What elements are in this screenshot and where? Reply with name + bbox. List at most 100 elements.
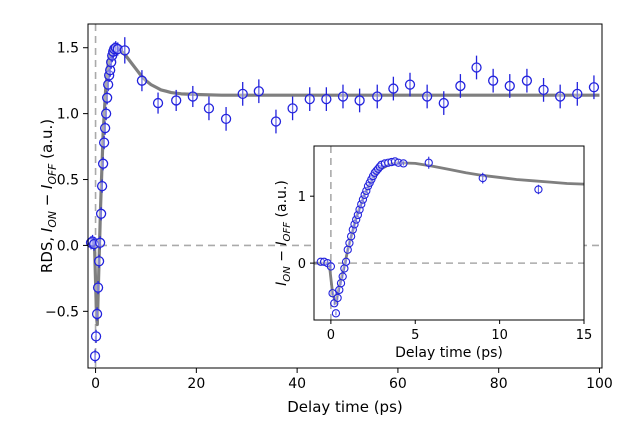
main-data-point <box>220 113 232 125</box>
inset-y-axis-title: ION − IOFF (a.u.) <box>274 180 293 286</box>
main-y-axis-title-part: ON <box>46 211 59 228</box>
main-data-point <box>203 103 215 114</box>
main-data-point <box>287 103 298 114</box>
main-y-axis-title-part: OFF <box>46 163 59 185</box>
inset-data-point <box>341 257 351 266</box>
main-data-point <box>572 88 583 100</box>
main-data-point <box>90 331 102 342</box>
main-data-point <box>95 208 107 219</box>
inset-y-axis-title-part: ON <box>282 266 293 282</box>
main-data-point <box>103 79 114 90</box>
inset-data-point <box>352 215 361 224</box>
main-data-point <box>171 95 182 106</box>
inset-fit-curve <box>314 161 585 305</box>
inset-y-axis-title-part: OFF <box>282 222 293 242</box>
inset-data-point <box>328 289 337 298</box>
main-data-point <box>94 237 106 248</box>
inset-data-point <box>358 195 368 204</box>
inset-data-point <box>534 185 543 194</box>
main-data-point <box>270 116 282 127</box>
main-data-point <box>89 350 101 362</box>
main-data-point <box>588 82 600 93</box>
inset-y-axis-title-part: I <box>274 241 290 245</box>
main-x-tick-label: 100 <box>586 376 613 392</box>
inset-y-axis-title-part: (a.u.) <box>274 180 290 222</box>
main-y-axis-title-part: RDS, <box>38 232 56 273</box>
inset-data-point <box>357 200 366 209</box>
main-x-tick-label: 0 <box>91 376 100 392</box>
main-data-point <box>100 108 112 119</box>
main-data-point <box>404 79 416 90</box>
main-data-point <box>504 80 515 92</box>
inset-data-point <box>345 238 354 248</box>
main-data-point <box>119 45 130 56</box>
main-axes-frame <box>87 23 603 369</box>
inset-y-axis-title-part: − <box>274 246 290 267</box>
main-data-point <box>471 62 482 73</box>
main-data-point <box>93 256 105 267</box>
main-data-point <box>372 91 383 102</box>
main-y-axis-title-part: (a.u.) <box>38 119 56 164</box>
main-y-tick-label: 1.0 <box>57 107 79 123</box>
inset-data-point <box>336 279 346 288</box>
main-y-tick-label: 0.5 <box>57 173 79 189</box>
inset-x-tick-label: 15 <box>576 328 593 343</box>
main-y-axis-title: RDS, ION − IOFF (a.u.) <box>38 119 59 273</box>
main-data-point <box>521 75 533 86</box>
inset-x-tick-label: 0 <box>327 328 335 343</box>
inset-x-axis-title: Delay time (ps) <box>395 345 503 361</box>
inset-data-point <box>343 245 352 254</box>
inset-x-tick-label: 5 <box>411 328 419 343</box>
main-data-point <box>96 180 108 192</box>
main-y-tick-label: −0.5 <box>45 304 79 320</box>
inset-data-point <box>399 159 408 168</box>
inset-data-point <box>331 309 341 318</box>
main-data-point <box>337 91 349 102</box>
main-data-point <box>321 93 332 105</box>
inset-data-point <box>326 262 336 271</box>
main-data-point <box>304 93 315 105</box>
main-fit-curve <box>88 46 600 327</box>
main-data-point <box>488 75 499 86</box>
main-y-tick-label: 0.0 <box>57 238 79 254</box>
main-data-point <box>109 43 120 55</box>
main-data-point <box>136 75 148 86</box>
main-data-point <box>101 92 113 103</box>
inset-data-point <box>362 186 371 195</box>
main-x-tick-label: 20 <box>187 376 205 392</box>
inset-data-point <box>346 232 356 241</box>
inset-y-tick-label: 1 <box>298 190 306 205</box>
main-data-point <box>354 95 365 106</box>
main-data-point <box>97 158 109 169</box>
main-data-point <box>455 80 466 92</box>
main-data-point <box>105 64 116 76</box>
main-data-point <box>91 308 103 320</box>
main-x-tick-label: 60 <box>389 376 407 392</box>
inset-data-point <box>338 272 347 281</box>
main-data-point <box>438 97 449 109</box>
main-data-point <box>92 282 104 293</box>
inset-y-tick-label: 0 <box>298 257 306 272</box>
inset-data-point <box>335 285 344 295</box>
main-data-point <box>187 91 198 102</box>
main-x-tick-label: 80 <box>490 376 508 392</box>
inset-data-point <box>333 293 342 303</box>
main-y-tick-label: 1.5 <box>57 41 79 57</box>
main-y-axis-title-part: − <box>38 189 56 211</box>
inset-data-point <box>340 264 349 273</box>
main-data-point <box>152 97 164 109</box>
inset-y-axis-title-part: I <box>274 282 290 286</box>
inset-x-tick-label: 10 <box>491 328 508 343</box>
main-y-axis-title-part: I <box>38 184 56 189</box>
main-data-point <box>98 137 110 148</box>
main-y-axis-title-part: I <box>38 227 56 232</box>
main-data-point <box>388 83 399 94</box>
inset-data-point <box>350 220 359 229</box>
inset-data-point <box>478 173 487 183</box>
inset-data-point <box>424 158 433 167</box>
main-data-point <box>237 88 248 100</box>
main-data-point <box>555 91 566 102</box>
inset-plot-background <box>314 146 584 320</box>
